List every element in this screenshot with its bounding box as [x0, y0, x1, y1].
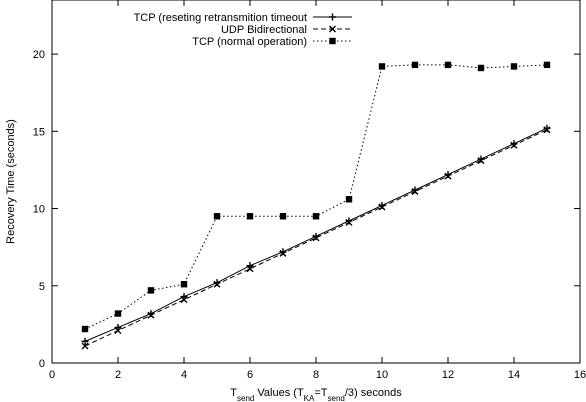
data-point	[81, 342, 89, 350]
legend-item: TCP (reseting retransmition timeout	[134, 12, 352, 24]
data-point	[213, 213, 221, 220]
legend-label: TCP (reseting retransmition timeout	[134, 12, 307, 24]
legend-label: TCP (normal operation)	[192, 36, 307, 48]
data-point	[81, 325, 89, 333]
x-axis-title-part: =T	[314, 387, 327, 399]
legend-marker	[329, 37, 336, 45]
data-point	[147, 287, 155, 294]
data-point	[411, 188, 419, 196]
x-tick-label: 10	[376, 369, 388, 381]
axis-ticks: 0 2 4 6 8 10 12 14 16 0 5 10 15 20	[33, 0, 586, 381]
x-tick-label: 4	[181, 369, 187, 381]
data-point	[246, 213, 254, 220]
data-point	[510, 141, 518, 149]
data-point	[345, 196, 353, 203]
data-point	[213, 280, 221, 288]
series-2	[81, 126, 551, 350]
x-axis-title: Tsend Values (TKA=Tsend/3) seconds	[230, 387, 402, 402]
data-point	[180, 281, 188, 288]
series-layer	[81, 61, 551, 350]
data-point	[312, 213, 320, 220]
y-tick-label: 20	[33, 49, 45, 61]
x-axis-title-subscript: KA	[304, 394, 315, 402]
x-axis-title-subscript: send	[328, 394, 345, 402]
legend-marker	[329, 25, 336, 33]
data-point	[246, 265, 254, 273]
data-point	[543, 61, 551, 69]
data-point	[345, 218, 353, 226]
data-point	[444, 172, 452, 180]
legend-item: UDP Bidirectional	[221, 24, 352, 36]
x-axis-title-part: T	[230, 387, 237, 399]
data-point	[378, 203, 386, 211]
data-point	[114, 310, 122, 317]
y-tick-label: 10	[33, 204, 45, 216]
series-3	[81, 61, 551, 333]
data-point	[411, 61, 419, 69]
x-axis-title-part: /3) seconds	[345, 387, 402, 399]
legend-item: TCP (normal operation)	[192, 36, 352, 48]
data-point	[312, 234, 320, 242]
data-point	[543, 126, 551, 134]
x-axis-title-part: Values (T	[254, 387, 304, 399]
y-tick-label: 5	[39, 281, 45, 293]
x-tick-label: 0	[49, 369, 55, 381]
series-line	[84, 129, 548, 347]
data-point	[378, 63, 386, 70]
legend-marker	[329, 13, 336, 21]
data-point	[279, 213, 287, 220]
data-point	[180, 296, 188, 304]
data-point	[147, 311, 155, 319]
data-point	[114, 327, 122, 335]
legend-label: UDP Bidirectional	[221, 24, 307, 36]
x-tick-label: 8	[313, 369, 319, 381]
x-tick-label: 14	[508, 369, 520, 381]
y-tick-label: 15	[33, 126, 45, 138]
data-point	[477, 157, 485, 165]
y-axis-title: Recovery Time (seconds)	[5, 119, 17, 244]
data-point	[477, 64, 485, 72]
data-point	[81, 337, 89, 345]
x-tick-label: 16	[574, 369, 586, 381]
x-axis-title-subscript: send	[237, 394, 254, 402]
x-tick-label: 6	[247, 369, 253, 381]
x-tick-label: 12	[442, 369, 454, 381]
data-point	[510, 63, 518, 70]
data-point	[279, 249, 287, 257]
y-tick-label: 0	[39, 358, 45, 370]
data-point	[444, 61, 452, 69]
x-tick-label: 2	[115, 369, 121, 381]
